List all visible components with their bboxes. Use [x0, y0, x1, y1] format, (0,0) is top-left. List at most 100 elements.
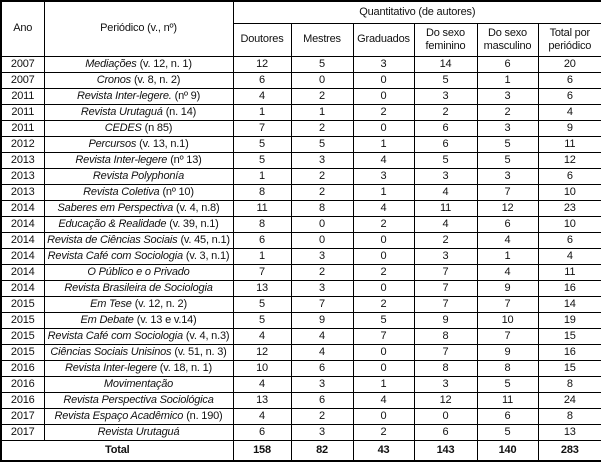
value-cell: 1: [352, 375, 415, 393]
year-cell: 2013: [0, 167, 45, 185]
value-cell: 2: [290, 263, 354, 281]
periodical-detail: (v. 13, n.1): [139, 137, 189, 150]
value-cell: 2: [290, 119, 354, 137]
header-row-sub: Doutores Mestres Graduados Do sexo femin…: [1, 22, 601, 57]
year-cell: 2014: [0, 215, 45, 233]
total-row: Total 158 82 43 143 140 283: [0, 439, 601, 462]
value-cell: 7: [290, 295, 354, 313]
value-cell: 12: [232, 343, 292, 361]
value-cell: 3: [413, 247, 478, 265]
periodical-cell: Revista Inter-legere (v. 18, n. 1): [43, 359, 234, 377]
value-cell: 13: [537, 423, 601, 441]
value-cell: 3: [290, 375, 354, 393]
value-cell: 8: [413, 327, 478, 345]
value-cell: 1: [232, 247, 292, 265]
value-cell: 2: [413, 103, 478, 121]
value-cell: 3: [413, 375, 478, 393]
value-cell: 1: [290, 103, 354, 121]
value-cell: 5: [476, 375, 539, 393]
value-cell: 7: [476, 183, 539, 201]
periodical-name: Revista Inter-legere.: [76, 89, 172, 102]
value-cell: 7: [232, 119, 292, 137]
value-cell: 4: [413, 183, 478, 201]
year-cell: 2014: [0, 247, 45, 265]
year-cell: 2013: [0, 183, 45, 201]
value-cell: 3: [290, 151, 354, 169]
periodical-detail: (v. 45, n.1): [180, 233, 230, 246]
value-cell: 6: [476, 55, 539, 73]
table-row: 2014 O Público e o Privado 7 2 2 7 4 11: [0, 263, 601, 281]
value-cell: 7: [413, 295, 478, 313]
year-cell: 2017: [0, 423, 45, 441]
periodical-detail: (v. 12, n. 2): [134, 297, 187, 310]
table-header: Ano Periódico (v., nº) Quantitativo (de …: [0, 0, 601, 57]
value-cell: 1: [232, 167, 292, 185]
value-cell: 11: [232, 199, 292, 217]
table-row: 2016 Movimentação 4 3 1 3 5 8: [0, 375, 601, 393]
value-cell: 0: [413, 407, 478, 425]
value-cell: 3: [290, 423, 354, 441]
value-cell: 8: [537, 375, 601, 393]
periodical-cell: Revista Inter-legere. (nº 9): [43, 87, 234, 105]
value-cell: 16: [537, 279, 601, 297]
periodical-detail: (n 85): [144, 121, 173, 134]
periodical-name: Em Tese: [90, 297, 132, 310]
header-periodico: Periódico (v., nº): [43, 0, 234, 57]
year-cell: 2016: [0, 375, 45, 393]
table-row: 2016 Revista Inter-legere (v. 18, n. 1) 10 6…: [0, 359, 601, 377]
periodical-cell: Revista de Ciências Sociais (v. 45, n.1): [43, 231, 234, 249]
periodical-detail: (v. 4, n.8): [175, 201, 220, 214]
header-quantitativo: Quantitativo (de autores): [232, 0, 601, 24]
value-cell: 9: [290, 311, 354, 329]
year-cell: 2013: [0, 151, 45, 169]
table-row: 2015 Em Debate (v. 13 e v.14) 5 9 5 9 10 19: [0, 311, 601, 329]
value-cell: 2: [352, 295, 415, 313]
table-row: 2011 Revista Inter-legere. (nº 9) 4 2 0 3 3 6: [0, 87, 601, 105]
value-cell: 0: [352, 407, 415, 425]
year-cell: 2015: [0, 311, 45, 329]
value-cell: 7: [352, 327, 415, 345]
table-row: 2012 Percursos (v. 13, n.1) 5 5 1 6 5 11: [0, 135, 601, 153]
table-row: 2007 Cronos (v. 8, n. 2) 6 0 0 5 1 6: [0, 71, 601, 89]
value-cell: 0: [352, 359, 415, 377]
periodical-cell: Revista Brasileira de Sociologia: [43, 279, 234, 297]
value-cell: 7: [413, 279, 478, 297]
periodical-cell: O Público e o Privado: [43, 263, 234, 281]
periodical-cell: Revista Café com Sociologia (v. 3, n.1): [43, 247, 234, 265]
value-cell: 8: [232, 215, 292, 233]
value-cell: 23: [537, 199, 601, 217]
periodical-name: O Público e o Privado: [87, 265, 190, 278]
value-cell: 1: [476, 247, 539, 265]
value-cell: 2: [352, 215, 415, 233]
year-cell: 2014: [0, 263, 45, 281]
value-cell: 2: [290, 167, 354, 185]
value-cell: 8: [476, 359, 539, 377]
periodical-cell: Ciências Sociais Unisinos (v. 51, n. 3): [43, 343, 234, 361]
year-cell: 2011: [0, 103, 45, 121]
value-cell: 0: [352, 247, 415, 265]
periodical-cell: Revista Coletiva (nº 10): [43, 183, 234, 201]
year-cell: 2011: [0, 87, 45, 105]
value-cell: 5: [476, 423, 539, 441]
value-cell: 11: [537, 263, 601, 281]
value-cell: 3: [476, 167, 539, 185]
value-cell: 4: [290, 343, 354, 361]
value-cell: 3: [290, 279, 354, 297]
value-cell: 2: [352, 263, 415, 281]
year-cell: 2012: [0, 135, 45, 153]
periodical-name: Revista Coletiva: [83, 185, 160, 198]
table-row: 2015 Em Tese (v. 12, n. 2) 5 7 2 7 7 14: [0, 295, 601, 313]
periodical-cell: Movimentação: [43, 375, 234, 393]
periodical-detail: (n. 190): [186, 409, 223, 422]
total-graduados: 43: [352, 439, 415, 462]
value-cell: 4: [352, 391, 415, 409]
value-cell: 6: [290, 359, 354, 377]
periodical-cell: Educação & Realidade (v. 39, n.1): [43, 215, 234, 233]
value-cell: 2: [290, 183, 354, 201]
periodical-name: Revista Café com Sociologia: [47, 249, 183, 262]
value-cell: 2: [413, 231, 478, 249]
table-row: 2015 Ciências Sociais Unisinos (v. 51, n. …: [0, 343, 601, 361]
value-cell: 11: [476, 391, 539, 409]
